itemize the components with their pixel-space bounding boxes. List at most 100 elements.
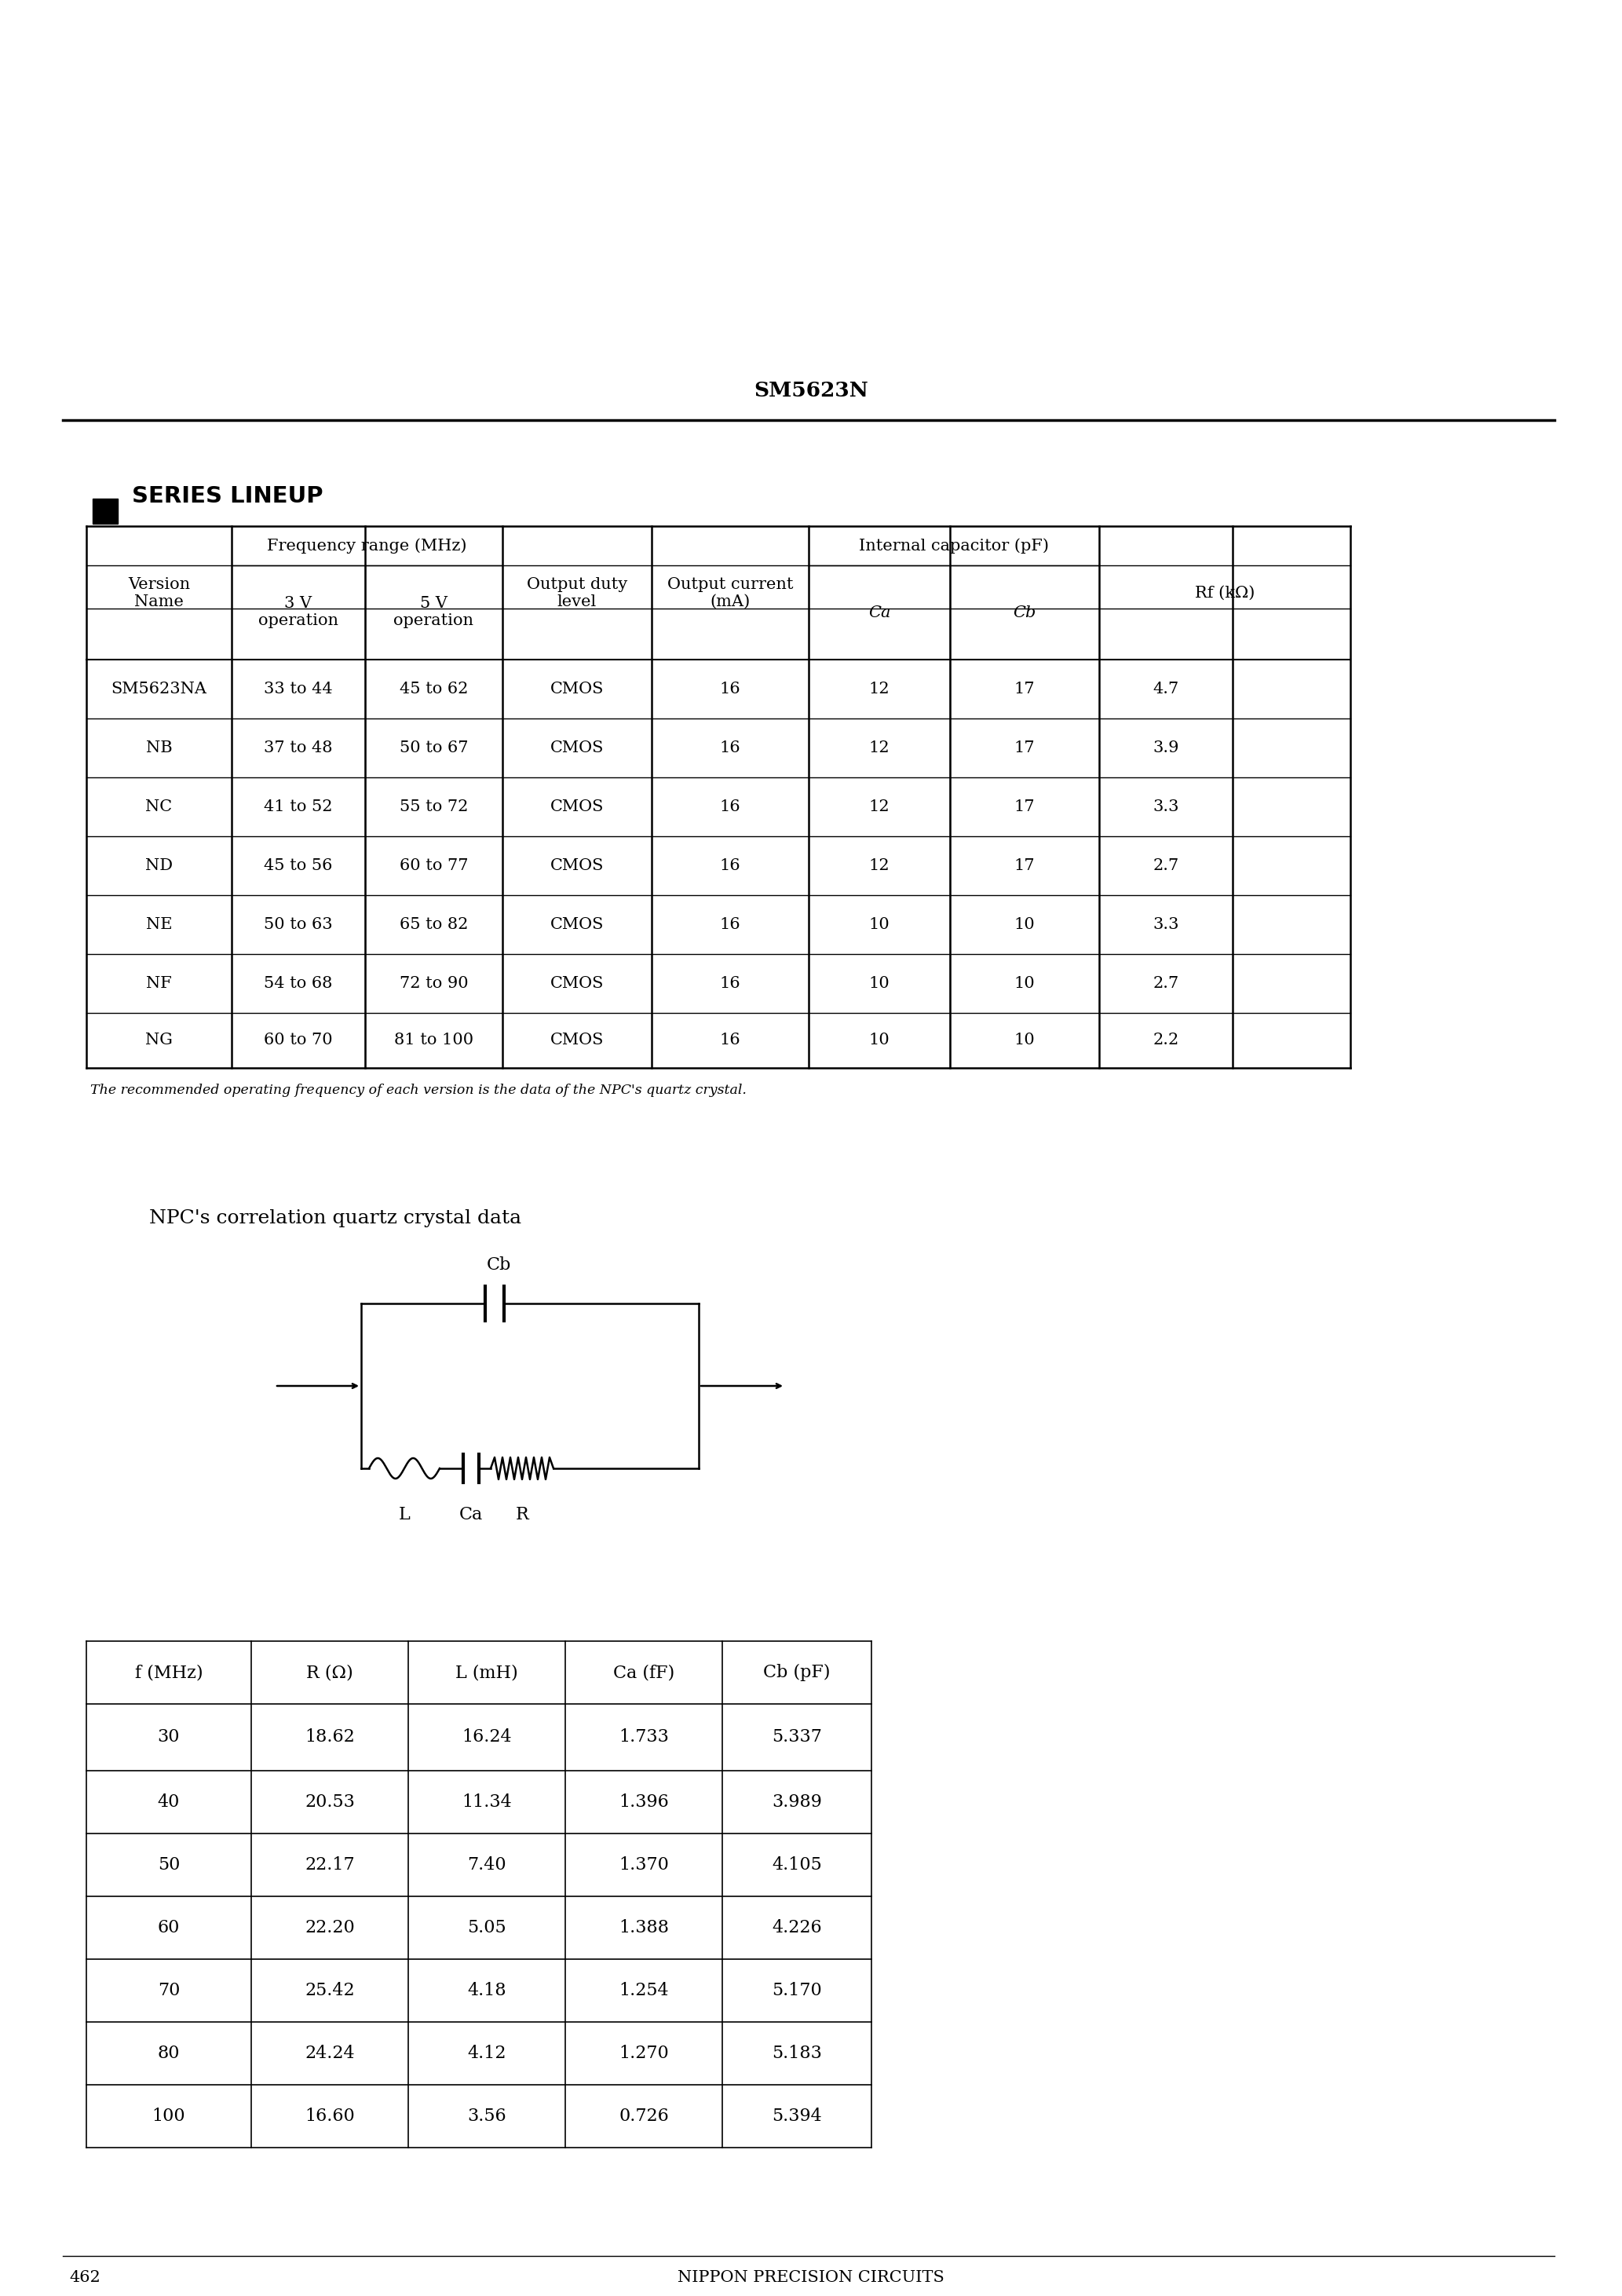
Text: 70: 70: [157, 1981, 180, 2000]
Bar: [92, 498, 118, 523]
Text: 17: 17: [1014, 682, 1035, 696]
Text: 17: 17: [1014, 859, 1035, 872]
Text: Ca (fF): Ca (fF): [613, 1665, 675, 1681]
Text: 11.34: 11.34: [462, 1793, 513, 1812]
Text: NC: NC: [146, 799, 172, 815]
Text: 10: 10: [1014, 916, 1035, 932]
Text: R: R: [516, 1506, 529, 1522]
Text: CMOS: CMOS: [550, 742, 603, 755]
Text: Frequency range (MHz): Frequency range (MHz): [268, 537, 467, 553]
Text: 12: 12: [869, 799, 890, 815]
Text: 25.42: 25.42: [305, 1981, 355, 2000]
Text: 20.53: 20.53: [305, 1793, 355, 1812]
Text: NE: NE: [146, 916, 172, 932]
Text: 5.170: 5.170: [772, 1981, 822, 2000]
Text: 5.183: 5.183: [772, 2046, 822, 2062]
Text: 5.337: 5.337: [772, 1729, 822, 1745]
Text: 5.05: 5.05: [467, 1919, 506, 1936]
Text: 16: 16: [720, 682, 741, 696]
Text: Ca: Ca: [459, 1506, 483, 1522]
Text: 1.254: 1.254: [620, 1981, 668, 2000]
Text: 10: 10: [869, 976, 890, 992]
Text: NIPPON PRECISION CIRCUITS: NIPPON PRECISION CIRCUITS: [678, 2271, 944, 2285]
Text: 17: 17: [1014, 799, 1035, 815]
Text: 4.7: 4.7: [1153, 682, 1179, 696]
Text: 7.40: 7.40: [467, 1855, 506, 1874]
Text: 16: 16: [720, 976, 741, 992]
Text: 3.9: 3.9: [1153, 742, 1179, 755]
Text: 24.24: 24.24: [305, 2046, 355, 2062]
Text: The recommended operating frequency of each version is the data of the NPC's qua: The recommended operating frequency of e…: [91, 1084, 746, 1097]
Text: Cb: Cb: [1014, 606, 1036, 620]
Text: 81 to 100: 81 to 100: [394, 1033, 474, 1047]
Text: 1.733: 1.733: [618, 1729, 668, 1745]
Text: 462: 462: [70, 2271, 101, 2285]
Text: 55 to 72: 55 to 72: [399, 799, 469, 815]
Text: 1.396: 1.396: [618, 1793, 668, 1812]
Text: CMOS: CMOS: [550, 682, 603, 696]
Text: 16.60: 16.60: [305, 2108, 355, 2124]
Text: 4.226: 4.226: [772, 1919, 822, 1936]
Text: R (Ω): R (Ω): [307, 1665, 354, 1681]
Text: Output duty
level: Output duty level: [527, 576, 628, 608]
Text: 30: 30: [157, 1729, 180, 1745]
Text: 60 to 70: 60 to 70: [264, 1033, 333, 1047]
Text: 0.726: 0.726: [618, 2108, 668, 2124]
Text: Internal capacitor (pF): Internal capacitor (pF): [860, 537, 1049, 553]
Text: 5.394: 5.394: [772, 2108, 822, 2124]
Text: ND: ND: [146, 859, 174, 872]
Text: 3.3: 3.3: [1153, 799, 1179, 815]
Text: 1.388: 1.388: [618, 1919, 668, 1936]
Text: 3.56: 3.56: [467, 2108, 506, 2124]
Text: Rf (kΩ): Rf (kΩ): [1195, 585, 1255, 599]
Text: CMOS: CMOS: [550, 799, 603, 815]
Text: 16.24: 16.24: [462, 1729, 511, 1745]
Text: 10: 10: [1014, 1033, 1035, 1047]
Text: 22.20: 22.20: [305, 1919, 355, 1936]
Text: CMOS: CMOS: [550, 859, 603, 872]
Text: 10: 10: [869, 1033, 890, 1047]
Text: NB: NB: [146, 742, 172, 755]
Text: 12: 12: [869, 682, 890, 696]
Text: 50: 50: [157, 1855, 180, 1874]
Text: 3 V
operation: 3 V operation: [258, 597, 339, 629]
Text: SM5623N: SM5623N: [754, 381, 868, 400]
Text: 3.3: 3.3: [1153, 916, 1179, 932]
Text: 65 to 82: 65 to 82: [399, 916, 469, 932]
Text: 16: 16: [720, 1033, 741, 1047]
Text: 4.18: 4.18: [467, 1981, 506, 2000]
Text: 60 to 77: 60 to 77: [399, 859, 469, 872]
Text: SERIES LINEUP: SERIES LINEUP: [131, 484, 323, 507]
Text: 4.12: 4.12: [467, 2046, 506, 2062]
Text: Cb (pF): Cb (pF): [764, 1665, 830, 1681]
Text: 1.270: 1.270: [618, 2046, 668, 2062]
Text: 100: 100: [152, 2108, 185, 2124]
Text: 16: 16: [720, 742, 741, 755]
Text: CMOS: CMOS: [550, 976, 603, 992]
Text: 4.105: 4.105: [772, 1855, 822, 1874]
Text: Ca: Ca: [868, 606, 890, 620]
Text: NPC's correlation quartz crystal data: NPC's correlation quartz crystal data: [149, 1210, 521, 1228]
Text: 50 to 63: 50 to 63: [264, 916, 333, 932]
Text: L: L: [399, 1506, 410, 1522]
Text: 22.17: 22.17: [305, 1855, 355, 1874]
Text: 2.2: 2.2: [1153, 1033, 1179, 1047]
Text: 41 to 52: 41 to 52: [264, 799, 333, 815]
Text: CMOS: CMOS: [550, 1033, 603, 1047]
Text: 60: 60: [157, 1919, 180, 1936]
Text: 5 V
operation: 5 V operation: [394, 597, 474, 629]
Text: f (MHz): f (MHz): [135, 1665, 203, 1681]
Text: L (mH): L (mH): [456, 1665, 517, 1681]
Text: NF: NF: [146, 976, 172, 992]
Text: 16: 16: [720, 859, 741, 872]
Text: 12: 12: [869, 859, 890, 872]
Text: 10: 10: [1014, 976, 1035, 992]
Text: 2.7: 2.7: [1153, 859, 1179, 872]
Text: 45 to 62: 45 to 62: [399, 682, 469, 696]
Text: 50 to 67: 50 to 67: [399, 742, 469, 755]
Text: SM5623NA: SM5623NA: [110, 682, 208, 696]
Text: 2.7: 2.7: [1153, 976, 1179, 992]
Text: 17: 17: [1014, 742, 1035, 755]
Text: 33 to 44: 33 to 44: [264, 682, 333, 696]
Text: 3.989: 3.989: [772, 1793, 822, 1812]
